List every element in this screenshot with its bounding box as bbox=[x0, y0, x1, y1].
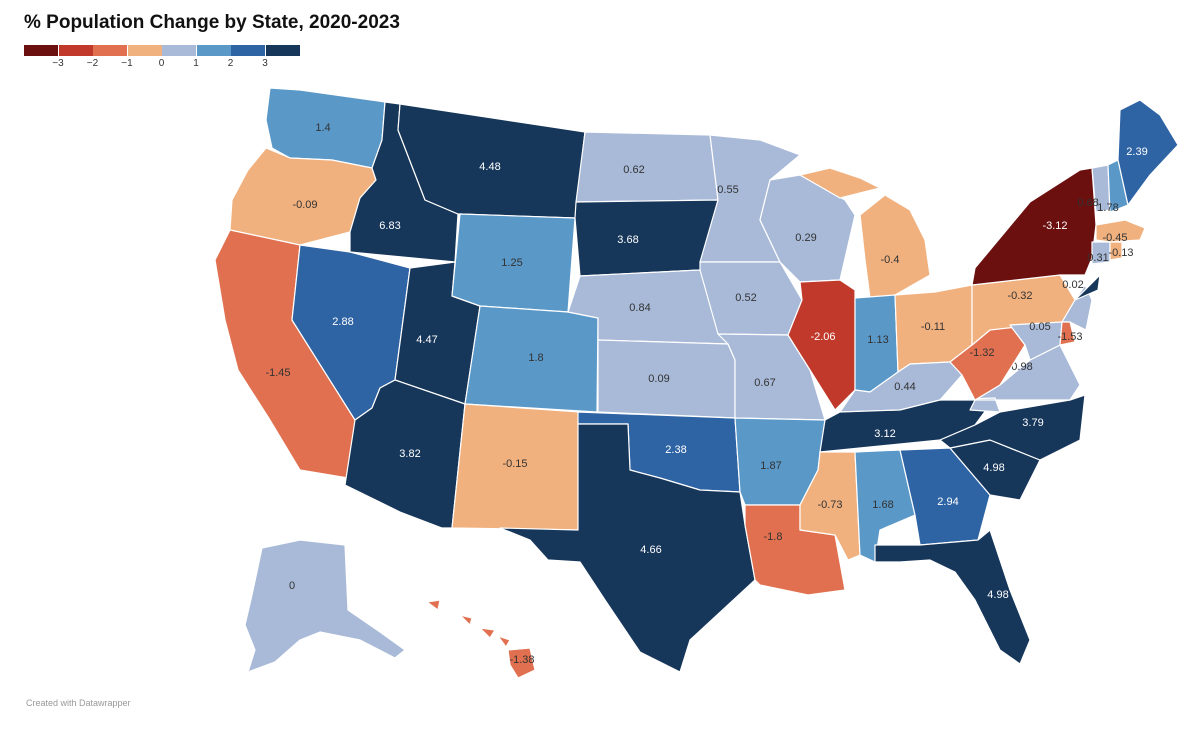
state-value-label: 3.12 bbox=[874, 428, 895, 440]
state-maine[interactable]: 2.39 bbox=[1117, 99, 1179, 206]
legend-tick: 2 bbox=[227, 58, 234, 69]
state-florida[interactable]: 4.98 bbox=[874, 529, 1031, 665]
state-value-label: -1.8 bbox=[764, 531, 783, 543]
state-value-label: 0 bbox=[289, 580, 295, 592]
state-value-label: 1.13 bbox=[867, 334, 888, 346]
legend-swatches bbox=[24, 45, 300, 56]
state-rhode-island-coast[interactable] bbox=[1074, 274, 1101, 301]
state-value-label: 1.68 bbox=[872, 499, 893, 511]
state-value-label: -2.06 bbox=[810, 331, 835, 343]
state-value-label: 1.87 bbox=[760, 460, 781, 472]
state-value-label: -0.73 bbox=[817, 499, 842, 511]
state-value-label: -0.13 bbox=[1108, 247, 1133, 259]
state-value-label: 0.98 bbox=[1011, 361, 1032, 373]
legend-swatch bbox=[24, 45, 58, 56]
state-value-label: 0.44 bbox=[894, 381, 915, 393]
state-value-label: 0.05 bbox=[1029, 321, 1050, 333]
state-value-label: -0.45 bbox=[1102, 232, 1127, 244]
legend-swatch bbox=[231, 45, 265, 56]
legend-tick: 1 bbox=[193, 58, 199, 69]
state-new-mexico[interactable]: -0.15 bbox=[451, 403, 581, 531]
state-value-label: 0.09 bbox=[648, 373, 669, 385]
state-value-label: 2.38 bbox=[665, 444, 686, 456]
state-value-label: -1.53 bbox=[1057, 331, 1082, 343]
state-illinois[interactable]: -2.06 bbox=[787, 279, 856, 411]
state-wisconsin[interactable]: 0.29 bbox=[759, 174, 856, 283]
state-ohio[interactable]: -0.11 bbox=[894, 284, 973, 373]
state-value-label: 4.98 bbox=[983, 462, 1004, 474]
legend-ticks: −3 −2 −1 0 1 2 3 bbox=[24, 56, 300, 70]
state-connecticut[interactable]: 0.31 bbox=[1087, 241, 1111, 265]
state-value-label: 0.55 bbox=[717, 184, 738, 196]
state-value-label: -0.32 bbox=[1007, 290, 1032, 302]
state-delaware[interactable]: -1.53 bbox=[1057, 321, 1083, 346]
state-value-label: 3.68 bbox=[617, 234, 638, 246]
state-rhode-island[interactable]: -0.13 bbox=[1108, 241, 1134, 261]
legend-swatch bbox=[265, 45, 300, 56]
legend-tick: −3 bbox=[52, 58, 64, 69]
state-north-dakota[interactable]: 0.62 bbox=[575, 131, 719, 203]
state-value-label: -0.11 bbox=[921, 321, 945, 333]
legend-swatch bbox=[196, 45, 231, 56]
state-value-label: 3.79 bbox=[1022, 417, 1043, 429]
state-new-york[interactable]: -3.12 bbox=[971, 167, 1097, 286]
state-value-label: 0.62 bbox=[623, 164, 644, 176]
state-value-label: 2.94 bbox=[937, 496, 958, 508]
state-value-label: 0.68 bbox=[1077, 197, 1098, 209]
state-texas[interactable]: 4.66 bbox=[499, 423, 756, 673]
state-value-label: 0.02 bbox=[1062, 279, 1083, 291]
state-value-label: 1.25 bbox=[501, 257, 522, 269]
state-value-label: 4.47 bbox=[416, 334, 437, 346]
state-kansas[interactable]: 0.09 bbox=[597, 339, 736, 419]
state-value-label: -0.15 bbox=[502, 458, 527, 470]
state-value-label: 0.52 bbox=[735, 292, 756, 304]
state-value-label: -1.45 bbox=[265, 367, 290, 379]
state-montana[interactable]: 4.48 bbox=[397, 103, 586, 219]
legend-tick: −2 bbox=[86, 58, 99, 69]
state-value-label: 4.98 bbox=[987, 589, 1008, 601]
state-north-carolina[interactable]: 3.79 bbox=[939, 394, 1086, 461]
state-value-label: -1.38 bbox=[509, 654, 534, 666]
state-wyoming[interactable]: 1.25 bbox=[451, 213, 576, 313]
state-iowa[interactable]: 0.52 bbox=[699, 261, 803, 336]
state-value-label: 2.39 bbox=[1126, 146, 1147, 158]
state-value-label: -3.12 bbox=[1042, 220, 1067, 232]
state-michigan[interactable]: -0.4 bbox=[799, 167, 931, 299]
state-value-label: -0.4 bbox=[881, 254, 900, 266]
state-value-label: 4.66 bbox=[640, 544, 661, 556]
state-south-dakota[interactable]: 3.68 bbox=[574, 199, 719, 277]
state-value-label: -1.32 bbox=[969, 347, 994, 359]
state-value-label: 3.82 bbox=[399, 448, 420, 460]
state-alaska[interactable]: 0 bbox=[244, 539, 406, 673]
footer-credit: Created with Datawrapper bbox=[26, 698, 131, 708]
state-value-label: 0.84 bbox=[629, 302, 650, 314]
state-massachusetts[interactable]: -0.45 bbox=[1095, 219, 1146, 244]
state-maryland[interactable]: 0.05 bbox=[1009, 321, 1063, 361]
legend-tick: −1 bbox=[121, 58, 133, 69]
state-value-label: 0.29 bbox=[795, 232, 816, 244]
legend-tick: 3 bbox=[262, 58, 268, 69]
chart-title: % Population Change by State, 2020-2023 bbox=[24, 12, 400, 33]
state-new-hampshire[interactable]: 1.78 bbox=[1097, 159, 1129, 214]
legend-swatch bbox=[58, 45, 93, 56]
legend-swatch bbox=[162, 45, 196, 56]
legend-swatch bbox=[93, 45, 127, 56]
state-value-label: 4.48 bbox=[479, 161, 500, 173]
state-value-label: -0.09 bbox=[292, 199, 317, 211]
legend-swatch bbox=[127, 45, 162, 56]
state-value-label: 0.67 bbox=[754, 377, 775, 389]
state-mississippi[interactable]: -0.73 bbox=[799, 451, 861, 561]
state-value-label: 2.88 bbox=[332, 316, 353, 328]
state-value-label: 1.78 bbox=[1097, 202, 1118, 214]
state-value-label: 1.4 bbox=[315, 122, 330, 134]
state-tennessee[interactable]: 3.12 bbox=[819, 397, 996, 453]
state-value-label: 1.8 bbox=[528, 352, 543, 364]
color-legend: −3 −2 −1 0 1 2 3 bbox=[24, 45, 300, 75]
state-value-label: 6.83 bbox=[379, 220, 400, 232]
state-hawaii[interactable]: -1.38 bbox=[426, 599, 536, 679]
legend-tick: 0 bbox=[158, 58, 165, 69]
state-value-label: 0.31 bbox=[1087, 252, 1108, 264]
state-colorado[interactable]: 1.8 bbox=[464, 305, 599, 413]
